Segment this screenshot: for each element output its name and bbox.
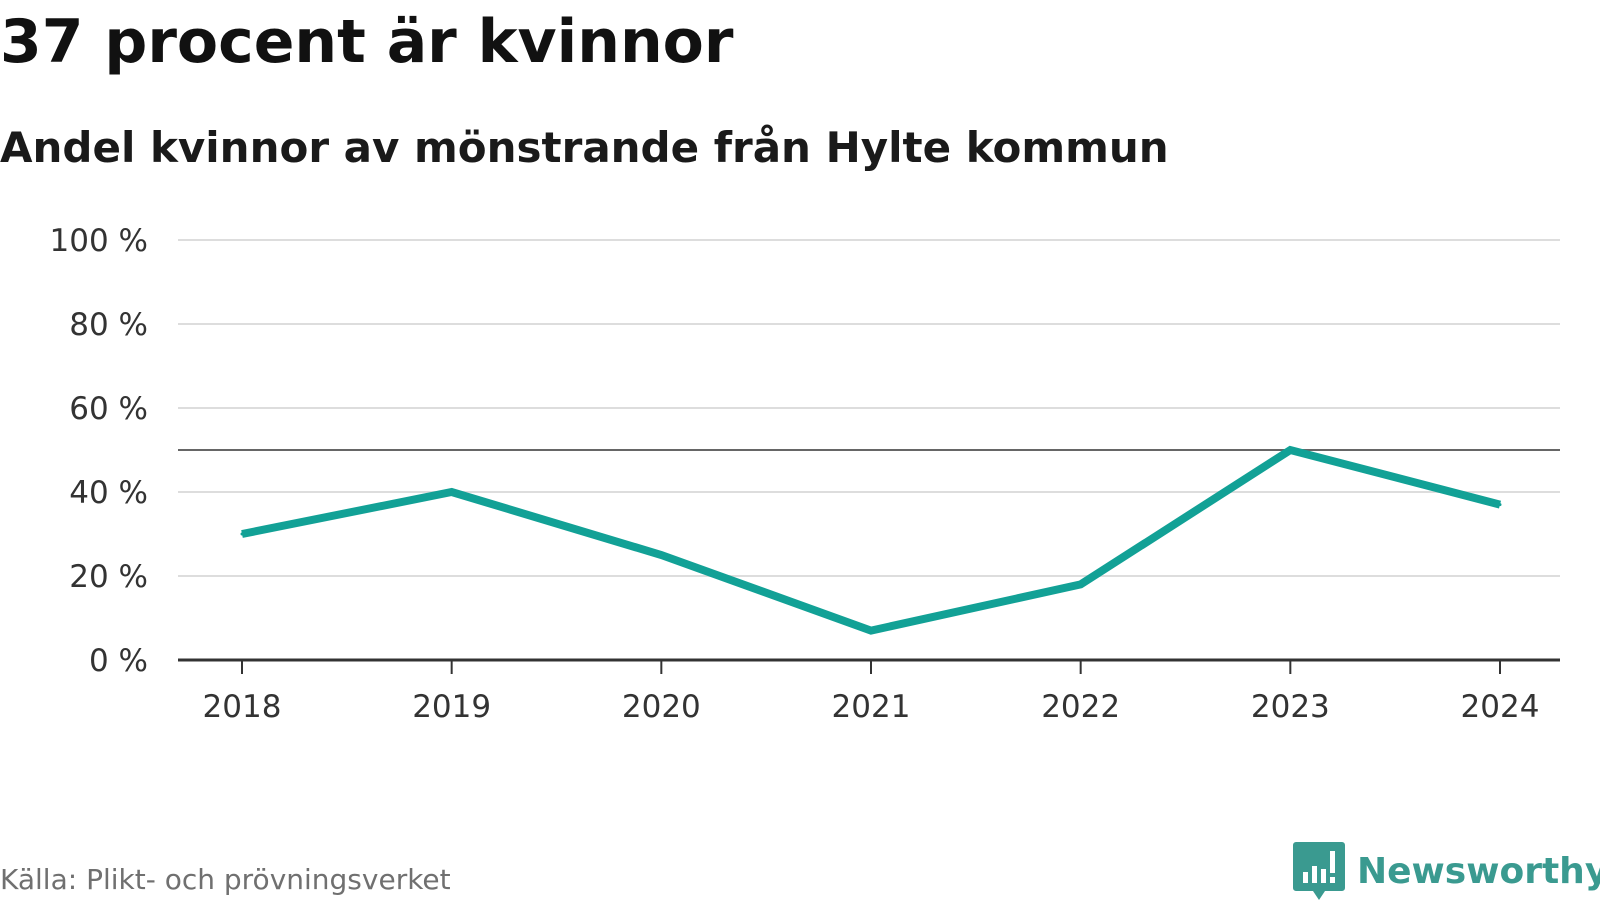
newsworthy-logo-icon — [1293, 842, 1345, 900]
x-axis-labels: 2018 2019 2020 2021 2022 2023 2024 — [203, 689, 1540, 725]
x-axis — [178, 658, 1560, 674]
y-tick-label-80: 80 % — [69, 307, 148, 343]
data-point-2020 — [659, 553, 663, 557]
data-point-2022 — [1079, 582, 1083, 586]
x-tick-label-2023: 2023 — [1251, 689, 1330, 725]
chart-subtitle: Andel kvinnor av mönstrande från Hylte k… — [0, 123, 1169, 172]
y-axis-labels: 0 % 20 % 40 % 60 % 80 % 100 % — [50, 223, 148, 679]
data-point-2018 — [240, 532, 244, 536]
x-tick-label-2019: 2019 — [412, 689, 491, 725]
chart-title: 37 procent är kvinnor — [0, 7, 734, 77]
data-point-2019 — [450, 490, 454, 494]
x-tick-label-2021: 2021 — [832, 689, 911, 725]
series-line-0 — [241, 445, 1502, 635]
x-tick-label-2018: 2018 — [203, 689, 282, 725]
y-tick-label-0: 0 % — [89, 643, 148, 679]
brand-logo: Newsworthy — [1293, 842, 1600, 902]
x-tick-label-2022: 2022 — [1041, 689, 1120, 725]
source-note: Källa: Plikt- och prövningsverket — [0, 863, 451, 896]
x-tick-label-2024: 2024 — [1461, 689, 1540, 725]
brand-name: Newsworthy — [1357, 851, 1600, 892]
y-tick-label-60: 60 % — [69, 391, 148, 427]
y-tick-label-40: 40 % — [69, 475, 148, 511]
data-point-2024 — [1498, 503, 1502, 507]
x-tick-label-2020: 2020 — [622, 689, 701, 725]
data-point-2021 — [869, 629, 873, 633]
y-tick-label-20: 20 % — [69, 559, 148, 595]
y-tick-label-100: 100 % — [50, 223, 148, 259]
data-point-2023 — [1288, 448, 1292, 452]
gridlines — [178, 239, 1560, 577]
series-group — [240, 445, 1502, 635]
